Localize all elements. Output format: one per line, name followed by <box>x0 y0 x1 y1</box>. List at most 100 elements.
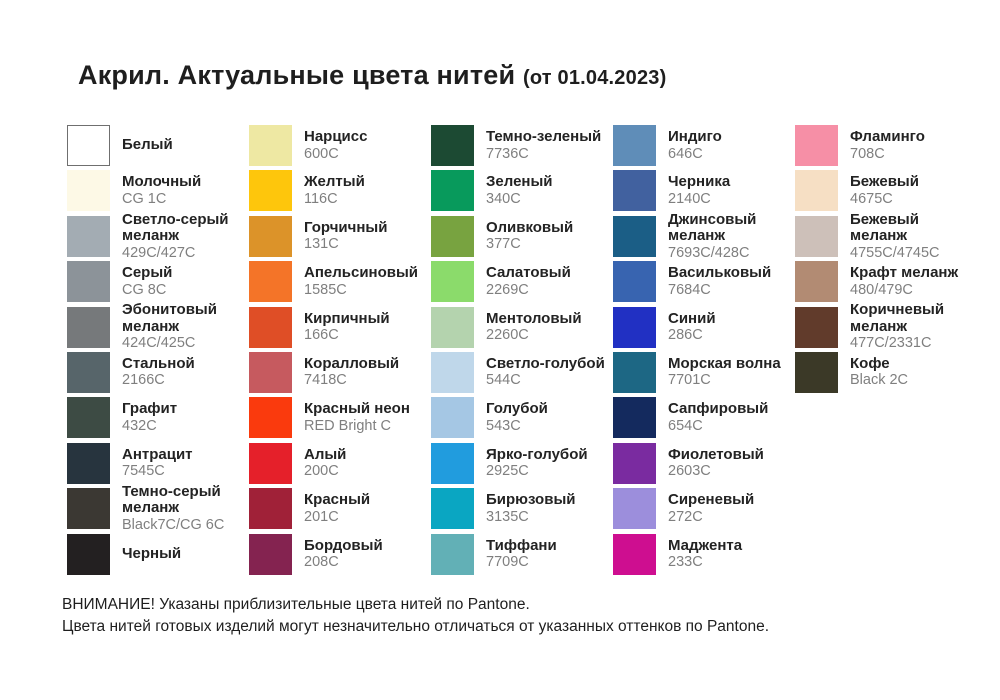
color-label: Фламинго 708C <box>850 125 925 166</box>
color-name: Стальной <box>122 354 195 372</box>
color-row: Апельсиновый 1585C <box>249 261 431 306</box>
pantone-code: 201C <box>304 508 339 525</box>
color-label: Салатовый 2269C <box>486 261 571 302</box>
color-row: Сиреневый 272C <box>613 488 795 533</box>
pantone-code: 7736C <box>486 145 529 162</box>
pantone-code: 7545C <box>122 463 165 480</box>
footer-line-2: Цвета нитей готовых изделий могут незнач… <box>62 618 770 635</box>
color-label: Кирпичный 166C <box>304 307 390 348</box>
pantone-code: 2166C <box>122 372 165 389</box>
color-swatch <box>613 533 656 575</box>
color-name: Желтый <box>304 173 365 191</box>
color-name: Бежевый <box>850 173 919 191</box>
color-row: Светло-серый меланж 429C/427C <box>67 211 249 261</box>
footer-line-1: ВНИМАНИЕ! Указаны приблизительные цвета … <box>62 596 530 613</box>
swatch-column: Индиго 646C Черника 2140C Джинсовый меланж 76… <box>613 125 795 579</box>
color-swatch <box>431 215 474 257</box>
color-row: Черный <box>67 533 249 579</box>
color-name: Крафт меланж <box>850 264 959 282</box>
color-row: Темно-зеленый 7736C <box>431 125 613 170</box>
page-title-date: (от 01.04.2023) <box>522 67 667 89</box>
color-label: Синий 286C <box>668 307 716 348</box>
color-row: Ментоловый 2260C <box>431 306 613 352</box>
color-row: Красный 201C <box>249 488 431 533</box>
color-label: Голубой 543C <box>486 397 548 438</box>
color-label: Морская волна 7701C <box>668 352 781 393</box>
pantone-code: 7684C <box>668 281 711 298</box>
color-name: Белый <box>122 136 173 154</box>
color-label: Светло-серый меланж 429C/427C <box>122 211 229 261</box>
color-row: Кофе Black 2C <box>795 351 977 397</box>
pantone-code: 377C <box>486 236 521 253</box>
color-name: Морская волна <box>668 354 781 372</box>
color-row: Фламинго 708C <box>795 125 977 170</box>
color-swatch <box>613 306 656 348</box>
color-name: Индиго <box>668 128 722 145</box>
pantone-code: 2925C <box>486 463 529 480</box>
color-row: Алый 200C <box>249 442 431 488</box>
color-label: Бежевый 4675C <box>850 170 919 211</box>
color-swatch <box>795 261 838 303</box>
color-label: Горчичный 131C <box>304 216 387 257</box>
color-row: Коричневый меланж 477C/2331C <box>795 302 977 352</box>
pantone-code: 4755C/4745C <box>850 244 940 261</box>
color-label: Эбонитовый меланж 424C/425C <box>122 302 217 352</box>
color-label: Васильковый 7684C <box>668 261 771 302</box>
pantone-code: 7701C <box>668 372 711 389</box>
color-name: Бирюзовый <box>486 491 576 509</box>
color-swatch <box>67 306 110 348</box>
color-name: Красный неон <box>304 400 410 418</box>
color-label: Оливковый 377C <box>486 216 573 257</box>
color-swatch <box>67 351 110 393</box>
color-name: Молочный <box>122 173 202 191</box>
color-label: Коричневый меланж 477C/2331C <box>850 302 944 352</box>
color-row: Антрацит 7545C <box>67 442 249 488</box>
color-row: Красный неон RED Bright C <box>249 397 431 442</box>
color-name: Красный <box>304 491 371 509</box>
color-swatch <box>431 306 474 348</box>
pantone-code: 424C/425C <box>122 335 196 352</box>
color-label: Графит 432C <box>122 397 177 438</box>
color-row: Тиффани 7709C <box>431 533 613 579</box>
color-name: Серый <box>122 264 173 282</box>
color-name: Эбонитовый меланж <box>122 301 217 335</box>
color-name: Черный <box>122 544 182 562</box>
color-name: Графит <box>122 400 178 418</box>
color-swatch <box>613 170 656 212</box>
pantone-code: 544C <box>486 372 521 389</box>
pantone-code: 7709C <box>486 554 529 571</box>
color-row: Кирпичный 166C <box>249 306 431 352</box>
pantone-code: 480/479C <box>850 281 913 298</box>
color-name: Сапфировый <box>668 400 769 418</box>
color-label: Красный неон RED Bright C <box>304 397 410 438</box>
color-row: Желтый 116C <box>249 170 431 215</box>
color-swatch <box>613 351 656 393</box>
color-row: Сапфировый 654C <box>613 397 795 442</box>
color-label: Сиреневый 272C <box>668 488 754 529</box>
color-row: Черника 2140C <box>613 170 795 215</box>
color-label: Джинсовый меланж 7693C/428C <box>668 211 756 261</box>
pantone-code: 429C/427C <box>122 244 196 261</box>
pantone-code: 708C <box>850 145 885 162</box>
color-name: Ментоловый <box>486 309 582 327</box>
color-name: Сиреневый <box>668 491 755 509</box>
color-label: Фиолетовый 2603C <box>668 443 764 484</box>
pantone-code: 7418C <box>304 372 347 389</box>
color-swatch <box>431 170 474 212</box>
color-name: Черника <box>668 173 731 191</box>
color-label: Стальной 2166C <box>122 352 195 393</box>
pantone-code: 2269C <box>486 281 529 298</box>
color-name: Тиффани <box>486 536 557 554</box>
swatch-column: Белый Молочный CG 1C Светло-серый меланж 429… <box>67 125 249 579</box>
color-swatch <box>67 442 110 484</box>
color-name: Светло-голубой <box>486 354 605 372</box>
color-name: Антрацит <box>122 445 193 463</box>
color-row: Бордовый 208C <box>249 533 431 579</box>
color-swatch <box>795 351 838 393</box>
color-swatch <box>67 261 110 303</box>
color-label: Алый 200C <box>304 443 346 484</box>
color-swatch <box>431 125 474 166</box>
pantone-code: 7693C/428C <box>668 244 750 261</box>
color-name: Бежевый меланж <box>850 210 919 245</box>
color-row: Синий 286C <box>613 306 795 352</box>
